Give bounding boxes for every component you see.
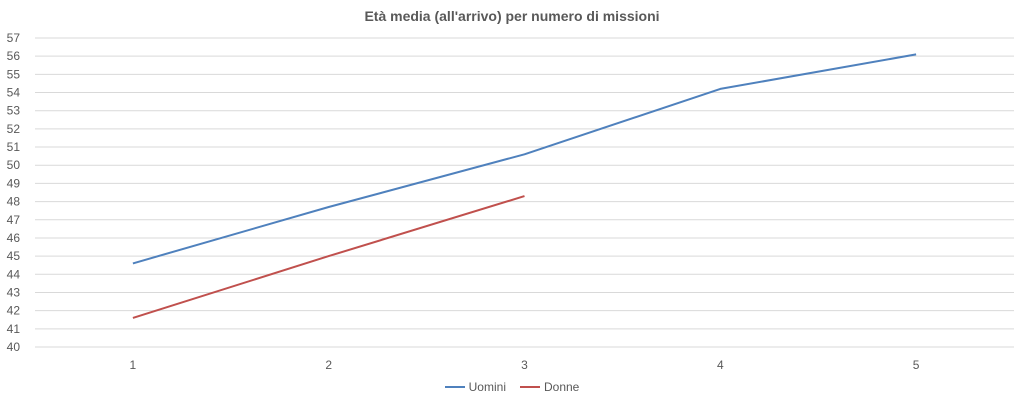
chart-title: Età media (all'arrivo) per numero di mis… xyxy=(364,8,660,24)
legend: Uomini Donne xyxy=(0,380,1024,394)
series-line-uomini xyxy=(132,53,917,265)
x-tick-label: 4 xyxy=(717,358,724,372)
legend-swatch xyxy=(519,386,540,388)
legend-item-donne: Donne xyxy=(519,380,580,394)
y-tick-label: 53 xyxy=(7,104,21,118)
y-tick-label: 52 xyxy=(7,122,21,136)
y-tick-label: 40 xyxy=(7,340,21,354)
legend-label: Uomini xyxy=(468,380,506,394)
y-tick-label: 49 xyxy=(7,176,21,190)
y-tick-label: 55 xyxy=(7,67,21,81)
x-tick-label: 5 xyxy=(913,358,920,372)
y-tick-label: 41 xyxy=(7,322,21,336)
y-tick-label: 51 xyxy=(7,140,21,154)
y-tick-label: 54 xyxy=(7,86,21,100)
y-tick-label: 50 xyxy=(7,158,21,172)
series-line-donne xyxy=(132,195,525,319)
x-tick-label: 1 xyxy=(130,358,137,372)
y-tick-label: 57 xyxy=(7,31,21,45)
y-tick-label: 47 xyxy=(7,213,21,227)
x-axis-ticks: 1 2 3 4 5 xyxy=(130,358,920,372)
series-lines xyxy=(132,53,917,319)
grid-lines xyxy=(35,37,1014,348)
legend-item-uomini: Uomini xyxy=(444,380,506,394)
y-tick-label: 56 xyxy=(7,49,21,63)
x-tick-label: 3 xyxy=(521,358,528,372)
y-tick-label: 44 xyxy=(7,267,21,281)
y-tick-label: 43 xyxy=(7,285,21,299)
y-tick-label: 42 xyxy=(7,304,21,318)
y-tick-label: 45 xyxy=(7,249,21,263)
legend-label: Donne xyxy=(543,380,580,394)
legend-swatch xyxy=(444,386,465,388)
y-axis-ticks: 40 41 42 43 44 45 46 47 48 49 50 51 52 53 54 55 56 57 xyxy=(7,31,21,354)
y-tick-label: 46 xyxy=(7,231,21,245)
x-tick-label: 2 xyxy=(325,358,332,372)
y-tick-label: 48 xyxy=(7,195,21,209)
